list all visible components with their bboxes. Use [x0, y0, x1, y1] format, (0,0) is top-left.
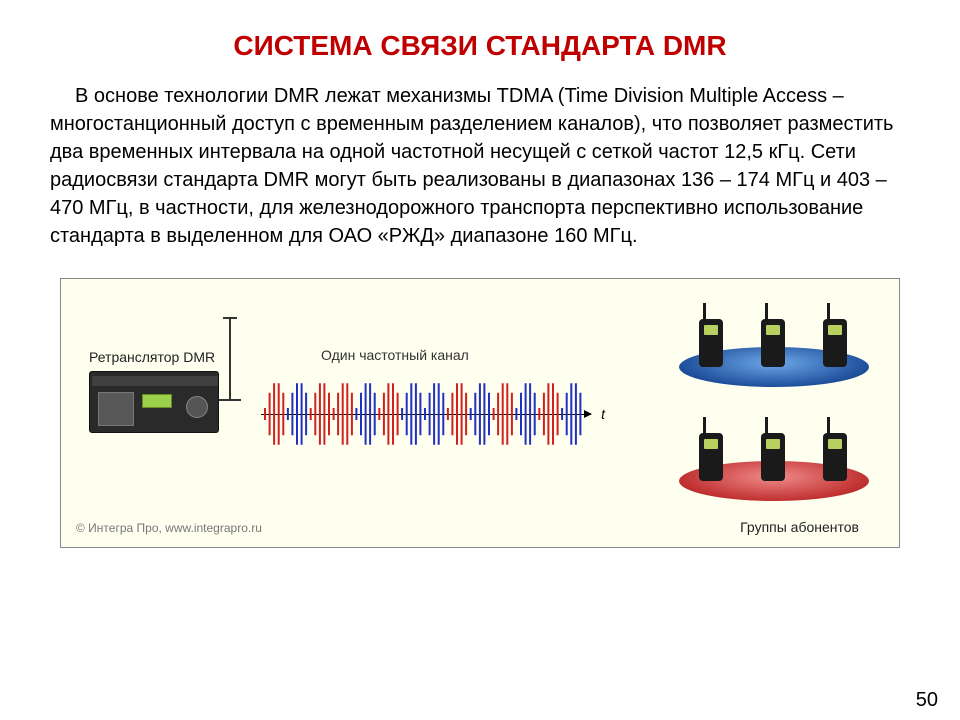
repeater-label: Ретранслятор DMR	[89, 349, 215, 365]
page-number: 50	[916, 689, 938, 712]
radio-icon	[699, 319, 723, 367]
time-axis-label: t	[601, 406, 605, 422]
radio-icon	[761, 433, 785, 481]
subscriber-group-red	[679, 419, 869, 499]
antenna-icon	[229, 319, 231, 401]
groups-label: Группы абонентов	[740, 519, 859, 535]
radio-icon	[823, 319, 847, 367]
copyright-text: © Интегра Про, www.integrapro.ru	[76, 521, 262, 535]
diagram: Ретранслятор DMR Один частотный канал t …	[60, 278, 900, 548]
repeater-icon	[89, 371, 219, 433]
frequency-channel-label: Один частотный канал	[321, 347, 469, 363]
subscriber-group-blue	[679, 305, 869, 385]
page-title: СИСТЕМА СВЯЗИ СТАНДАРТА DMR	[0, 0, 960, 82]
radio-icon	[823, 433, 847, 481]
body-paragraph: В основе технологии DMR лежат механизмы …	[0, 82, 960, 250]
radio-icon	[761, 319, 785, 367]
tdma-waveform: t	[261, 379, 591, 449]
radio-icon	[699, 433, 723, 481]
